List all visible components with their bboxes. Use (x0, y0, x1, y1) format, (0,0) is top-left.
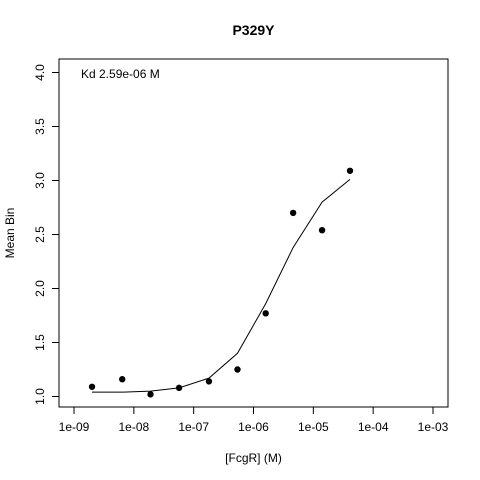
x-tick-label: 1e-03 (418, 420, 449, 434)
data-point (119, 376, 126, 383)
data-point (205, 378, 213, 385)
x-axis: 1e-09 1e-08 1e-07 1e-06 1e-05 1e-04 1e-03 (59, 406, 449, 434)
data-point (318, 226, 326, 234)
fit-layer (92, 179, 351, 393)
points-layer (88, 167, 354, 398)
y-axis: 1.0 1.5 2.0 2.5 3.0 3.5 4.0 (33, 64, 60, 405)
x-tick-label: 1e-05 (298, 420, 329, 434)
y-tick-label: 3.0 (33, 172, 47, 189)
fit-line (92, 179, 351, 393)
x-tick-label: 1e-07 (178, 420, 209, 434)
data-point (262, 310, 269, 317)
x-axis-label: [FcgR] (M) (225, 451, 282, 465)
data-point (234, 366, 241, 373)
y-tick-label: 1.0 (33, 388, 47, 405)
data-point (346, 167, 354, 174)
plot-frame (58, 58, 449, 408)
y-tick-label: 2.0 (33, 280, 47, 297)
data-point (147, 391, 154, 398)
x-tick-label: 1e-06 (238, 420, 269, 434)
kd-annotation: Kd 2.59e-06 M (81, 67, 160, 81)
x-tick-label: 1e-09 (59, 420, 90, 434)
y-tick-label: 3.5 (33, 118, 47, 135)
y-tick-label: 4.0 (33, 64, 47, 81)
data-point (88, 383, 96, 390)
y-tick-label: 2.5 (33, 226, 47, 243)
chart-title: P329Y (232, 22, 275, 38)
data-point (175, 384, 183, 392)
x-tick-label: 1e-04 (358, 420, 389, 434)
y-tick-label: 1.5 (33, 334, 47, 351)
y-axis-label: Mean Bin (3, 208, 17, 259)
data-point (289, 209, 297, 217)
x-tick-label: 1e-08 (118, 420, 149, 434)
